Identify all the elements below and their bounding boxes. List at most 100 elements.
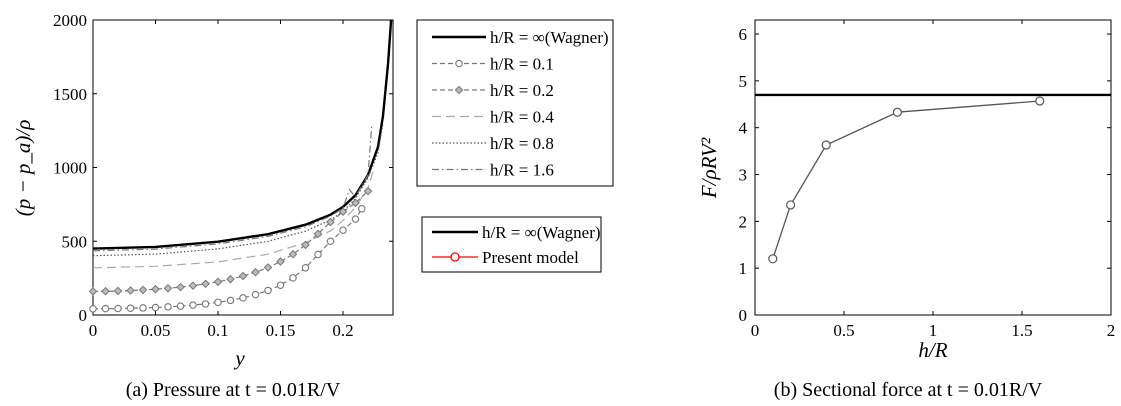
pressure-data-point	[101, 304, 110, 313]
legend-top: h/R = ∞(Wagner) h/R = 0.1 h/R = 0.2 h/R = 0…	[416, 19, 614, 187]
pressure-data-point	[239, 294, 247, 302]
pressure-data-point	[363, 186, 373, 196]
pressure-data-point	[301, 240, 310, 250]
legend-top-marker	[455, 59, 463, 68]
pressure-ytick-label: 2000	[53, 11, 87, 30]
pressure-ytick-label: 500	[62, 232, 88, 251]
pressure-data-point	[189, 301, 197, 309]
pressure-data-point	[251, 267, 260, 277]
force-data-point	[892, 107, 903, 117]
legend-top-marker	[454, 85, 464, 95]
legend-bottom: h/R = ∞(Wagner) Present model	[421, 216, 602, 273]
pressure-data-point	[238, 271, 248, 281]
force-data-point	[768, 254, 778, 264]
force-ytick-label: 5	[739, 72, 748, 91]
legend-bottom-box	[421, 216, 602, 273]
pressure-data-point	[151, 303, 160, 312]
pressure-data-point	[151, 284, 160, 294]
pressure-data-point	[314, 250, 322, 259]
pressure-data-point	[126, 286, 135, 295]
pressure-data-point	[188, 281, 198, 290]
pressure-xtick-label: 0.15	[266, 321, 296, 340]
force-xlabel: h/R	[918, 338, 947, 362]
legend-top-label: h/R = ∞(Wagner)	[490, 28, 609, 47]
force-ytick-label: 1	[739, 259, 748, 278]
force-data-point	[821, 140, 831, 150]
pressure-data-point	[126, 304, 135, 312]
pressure-data-point	[301, 264, 310, 272]
pressure-data-point	[176, 282, 185, 292]
force-xtick-label: 0	[751, 321, 760, 340]
pressure-data-point	[201, 300, 210, 308]
pressure-ytick-label: 1000	[53, 159, 87, 178]
pressure-data-point	[313, 229, 323, 239]
pressure-data-point	[139, 304, 147, 312]
pressure-data-point	[326, 217, 335, 227]
pressure-data-point	[176, 302, 185, 310]
pressure-data-point	[213, 277, 223, 287]
force-xtick-label: 2	[1107, 321, 1116, 340]
pressure-data-point	[138, 285, 148, 295]
pressure-xlabel: y	[233, 346, 245, 370]
force-data-point	[785, 200, 796, 210]
pressure-data-point	[338, 207, 348, 217]
legend-top-label: h/R = 1.6	[490, 161, 554, 180]
legend-bottom-label: Present model	[482, 248, 579, 267]
force-ytick-label: 4	[739, 119, 748, 138]
pressure-data-point	[276, 257, 285, 266]
legend-top-label: h/R = 0.8	[490, 134, 554, 153]
pressure-ytick-label: 1500	[53, 85, 87, 104]
force-ytick-label: 6	[739, 25, 748, 44]
pressure-data-point	[264, 286, 272, 295]
force-xtick-label: 0.5	[833, 321, 854, 340]
pressure-data-point	[214, 298, 222, 307]
pressure-data-point	[101, 286, 110, 296]
pressure-data-point	[326, 237, 335, 246]
legend-top-label: h/R = 0.1	[490, 55, 554, 74]
force-data-point	[1035, 96, 1045, 106]
pressure-chart: 0 0.05 0.1 0.15 0.2 0 500 1000 1500 2000 y (p − p…	[11, 11, 394, 401]
pressure-data-point	[357, 205, 366, 213]
pressure-xtick-label: 0.1	[207, 321, 228, 340]
pressure-data-point	[163, 283, 173, 293]
pressure-plot-frame	[92, 19, 394, 316]
force-xtick-label: 1	[929, 321, 938, 340]
pressure-data-point	[351, 215, 360, 223]
pressure-data-point	[88, 287, 98, 296]
pressure-xtick-label: 0.2	[332, 321, 353, 340]
pressure-data-point	[289, 274, 297, 282]
pressure-data-point	[276, 281, 285, 289]
pressure-data-point	[351, 198, 360, 208]
pressure-data-point	[89, 305, 97, 313]
force-xtick-label: 1.5	[1011, 321, 1032, 340]
pressure-data-point	[263, 263, 273, 272]
pressure-series-line	[92, 124, 373, 252]
pressure-data-point	[226, 274, 235, 284]
pressure-data-point	[113, 286, 123, 296]
pressure-data-point	[201, 279, 210, 289]
pressure-data-point	[339, 226, 347, 234]
legend-bottom-marker	[450, 252, 460, 262]
pressure-data-point	[164, 303, 172, 311]
pressure-ytick-label: 0	[79, 306, 88, 325]
pressure-xtick-label: 0.05	[141, 321, 171, 340]
pressure-xtick-label: 0	[89, 321, 98, 340]
legend-bottom-label: h/R = ∞(Wagner)	[482, 223, 601, 242]
legend-top-label: h/R = 0.2	[490, 81, 554, 100]
pressure-ylabel: (p − p_a)/ρ	[11, 120, 35, 217]
legend-top-label: h/R = 0.4	[490, 108, 554, 127]
force-ytick-label: 3	[739, 166, 748, 185]
pressure-data-point	[114, 304, 122, 313]
pressure-data-point	[288, 249, 298, 259]
force-ytick-label: 2	[739, 212, 748, 231]
force-chart: 0 0.5 1 1.5 2 0 1 2 3 4 5 6 h/R F/ρRV² (b) Sectiona…	[697, 19, 1116, 401]
force-plot-frame	[754, 19, 1112, 316]
pressure-data-point	[251, 290, 260, 299]
pressure-data-point	[226, 296, 235, 305]
force-ylabel: F/ρRV²	[697, 137, 721, 199]
pressure-caption: (a) Pressure at t = 0.01R/V	[126, 379, 341, 401]
force-ytick-label: 0	[739, 306, 748, 325]
legend-top-box	[416, 19, 614, 187]
force-caption: (b) Sectional force at t = 0.01R/V	[774, 379, 1043, 401]
